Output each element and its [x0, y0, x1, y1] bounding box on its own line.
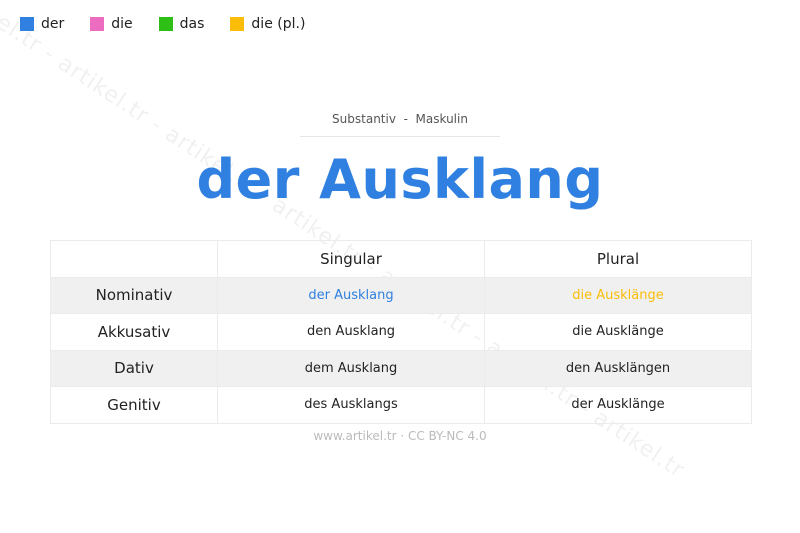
legend-item-die-plural: die (pl.) [230, 16, 305, 32]
legend-item-das: das [158, 16, 205, 32]
plural-form: die Ausklänge [484, 276, 752, 314]
license-footer: www.artikel.tr · CC BY-NC 4.0 [313, 429, 487, 443]
case-label: Dativ [50, 349, 218, 387]
table-row: Dativ dem Ausklang den Ausklängen [50, 349, 752, 387]
gender-legend: der die das die (pl.) [20, 16, 331, 32]
das-swatch [158, 17, 173, 31]
header-plural: Plural [484, 240, 752, 278]
die-swatch [90, 17, 105, 31]
legend-item-die: die [90, 16, 133, 32]
case-label: Genitiv [50, 386, 218, 424]
legend-item-der: der [20, 16, 64, 32]
legend-label: die [111, 16, 133, 32]
plural-form: der Ausklänge [484, 386, 752, 424]
legend-label: das [179, 16, 205, 32]
legend-label: die (pl.) [251, 16, 306, 32]
singular-form: der Ausklang [217, 276, 485, 314]
table-header-row: Singular Plural [50, 240, 752, 278]
table-row: Nominativ der Ausklang die Ausklänge [50, 276, 752, 314]
declension-table: Singular Plural Nominativ der Ausklang d… [50, 240, 752, 424]
case-label: Nominativ [50, 276, 218, 314]
table-row: Genitiv des Ausklangs der Ausklänge [50, 386, 752, 424]
singular-form: des Ausklangs [217, 386, 485, 424]
plural-form: die Ausklänge [484, 313, 752, 351]
der-swatch [20, 17, 34, 31]
die-plural-swatch [230, 17, 245, 31]
singular-form: dem Ausklang [217, 349, 485, 387]
word-type-subtitle: Substantiv - Maskulin [300, 112, 500, 137]
table-row: Akkusativ den Ausklang die Ausklänge [50, 313, 752, 351]
page-title: der Ausklang [196, 148, 604, 211]
singular-form: den Ausklang [217, 313, 485, 351]
case-label: Akkusativ [50, 313, 218, 351]
legend-label: der [41, 16, 65, 32]
header-singular: Singular [217, 240, 485, 278]
plural-form: den Ausklängen [484, 349, 752, 387]
header-empty [50, 240, 218, 278]
